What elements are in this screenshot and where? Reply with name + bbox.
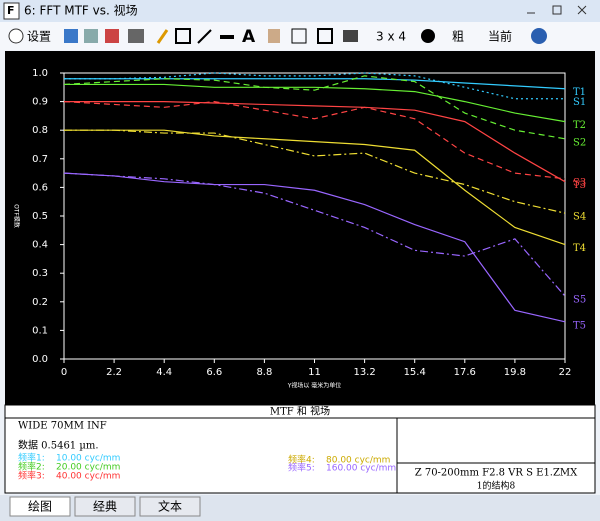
legend-label: T2 [573,120,586,131]
frequency-label: 频率2: [18,461,45,473]
pencil-icon[interactable] [156,29,169,44]
info-wavelength: 数据 0.5461 µm. [18,439,99,452]
x-tick-label: 11 [308,367,321,378]
close[interactable] [577,5,587,15]
tab[interactable] [9,496,71,517]
info-panel [4,404,596,494]
x-tick-label: 19.8 [504,367,526,378]
y-tick-label: 1.0 [32,68,48,79]
x-tick-label: 22 [559,367,572,378]
frequency-value: 80.00 cyc/mm [326,456,390,466]
tab-label[interactable]: 文本 [158,499,182,514]
series-line [63,172,566,323]
legend-label: S5 [573,295,586,306]
layers-icon[interactable] [343,30,358,42]
maximize[interactable] [552,5,562,15]
series-line [64,78,566,90]
window-controls[interactable] [527,5,587,15]
rotate-icon[interactable] [421,29,435,43]
series-line [63,100,566,180]
series-line [64,129,566,246]
tab[interactable] [139,496,201,517]
legend-label: S1 [573,97,586,108]
y-tick-label: 0.0 [32,354,48,365]
frequency-label: 频率1: [18,452,45,464]
y-axis-label: OTF模数 [13,204,21,228]
series-line [64,72,565,100]
help-icon[interactable] [531,28,547,44]
y-tick-label: 0.6 [32,182,48,193]
save-icon[interactable] [105,29,119,43]
app-icon-letter: F [7,4,15,17]
legend-label: T4 [573,243,586,254]
current-button[interactable]: 当前 [488,29,512,44]
y-tick-label: 0.2 [32,297,48,308]
rect-icon[interactable] [175,28,191,44]
series-line [64,83,566,123]
tab[interactable] [74,496,136,517]
legend-label: T5 [573,320,586,331]
legend-label: S4 [573,212,586,223]
x-tick-label: 13.2 [353,367,375,378]
x-tick-label: 0 [61,367,67,378]
y-tick-label: 0.9 [32,97,48,108]
legend-label: T1 [573,87,586,98]
x-tick-label: 17.6 [454,367,476,378]
info-structure: 1的结构8 [477,480,516,492]
legend-label: S3 [573,177,586,188]
info-config: WIDE 70MM INF [18,421,107,432]
legend-label: S2 [573,137,586,148]
settings-button[interactable]: 设置 [27,30,51,44]
x-tick-label: 15.4 [404,367,426,378]
toolbar [0,22,600,50]
copy-icon[interactable] [84,29,98,43]
plot-bg [5,51,595,405]
y-tick-label: 0.3 [32,268,48,279]
grid-icon[interactable] [317,28,333,44]
tab-label[interactable]: 经典 [93,500,117,514]
fit-icon[interactable] [291,28,307,44]
frequency-label: 频率5: [288,462,315,474]
y-tick-label: 0.7 [32,154,48,165]
frequency-value: 160.00 cyc/mm [326,464,396,474]
app-icon [3,2,20,20]
series-line [64,129,566,214]
series-line [63,75,566,140]
frequency-value: 10.00 cyc/mm [56,454,120,464]
layout-button[interactable]: 3 x 4 [376,30,406,44]
frequency-value: 40.00 cyc/mm [56,472,120,482]
frequency-label: 频率3: [18,470,45,482]
info-title: MTF 和 视场 [270,405,330,418]
x-axis-label: Y视场以 毫米为单位 [287,382,342,390]
text-icon[interactable]: A [242,27,256,47]
settings-icon[interactable] [8,28,24,44]
series-line [63,172,566,297]
frequency-value: 20.00 cyc/mm [56,463,120,473]
legend-label: T3 [573,180,586,191]
frequency-label: 频率4: [288,454,315,466]
series-line [64,100,566,183]
x-tick-label: 8.8 [256,367,272,378]
x-tick-label: 4.4 [156,367,172,378]
lock-icon[interactable] [268,29,280,43]
weight-button[interactable]: 粗 [452,30,464,44]
tab-label[interactable]: 绘图 [28,499,52,514]
y-tick-label: 0.4 [32,240,48,251]
x-tick-label: 6.6 [206,367,222,378]
info-file: Z 70-200mm F2.8 VR S E1.ZMX [415,468,578,479]
refresh-icon[interactable] [64,29,78,43]
print-icon[interactable] [128,29,144,43]
y-tick-label: 0.5 [32,211,48,222]
y-tick-label: 0.1 [32,325,48,336]
x-tick-label: 2.2 [106,367,122,378]
title-bar [0,0,600,22]
y-tick-label: 0.8 [32,125,48,136]
window-title: 6: FFT MTF vs. 视场 [24,3,138,18]
arrow-icon[interactable] [197,29,212,44]
